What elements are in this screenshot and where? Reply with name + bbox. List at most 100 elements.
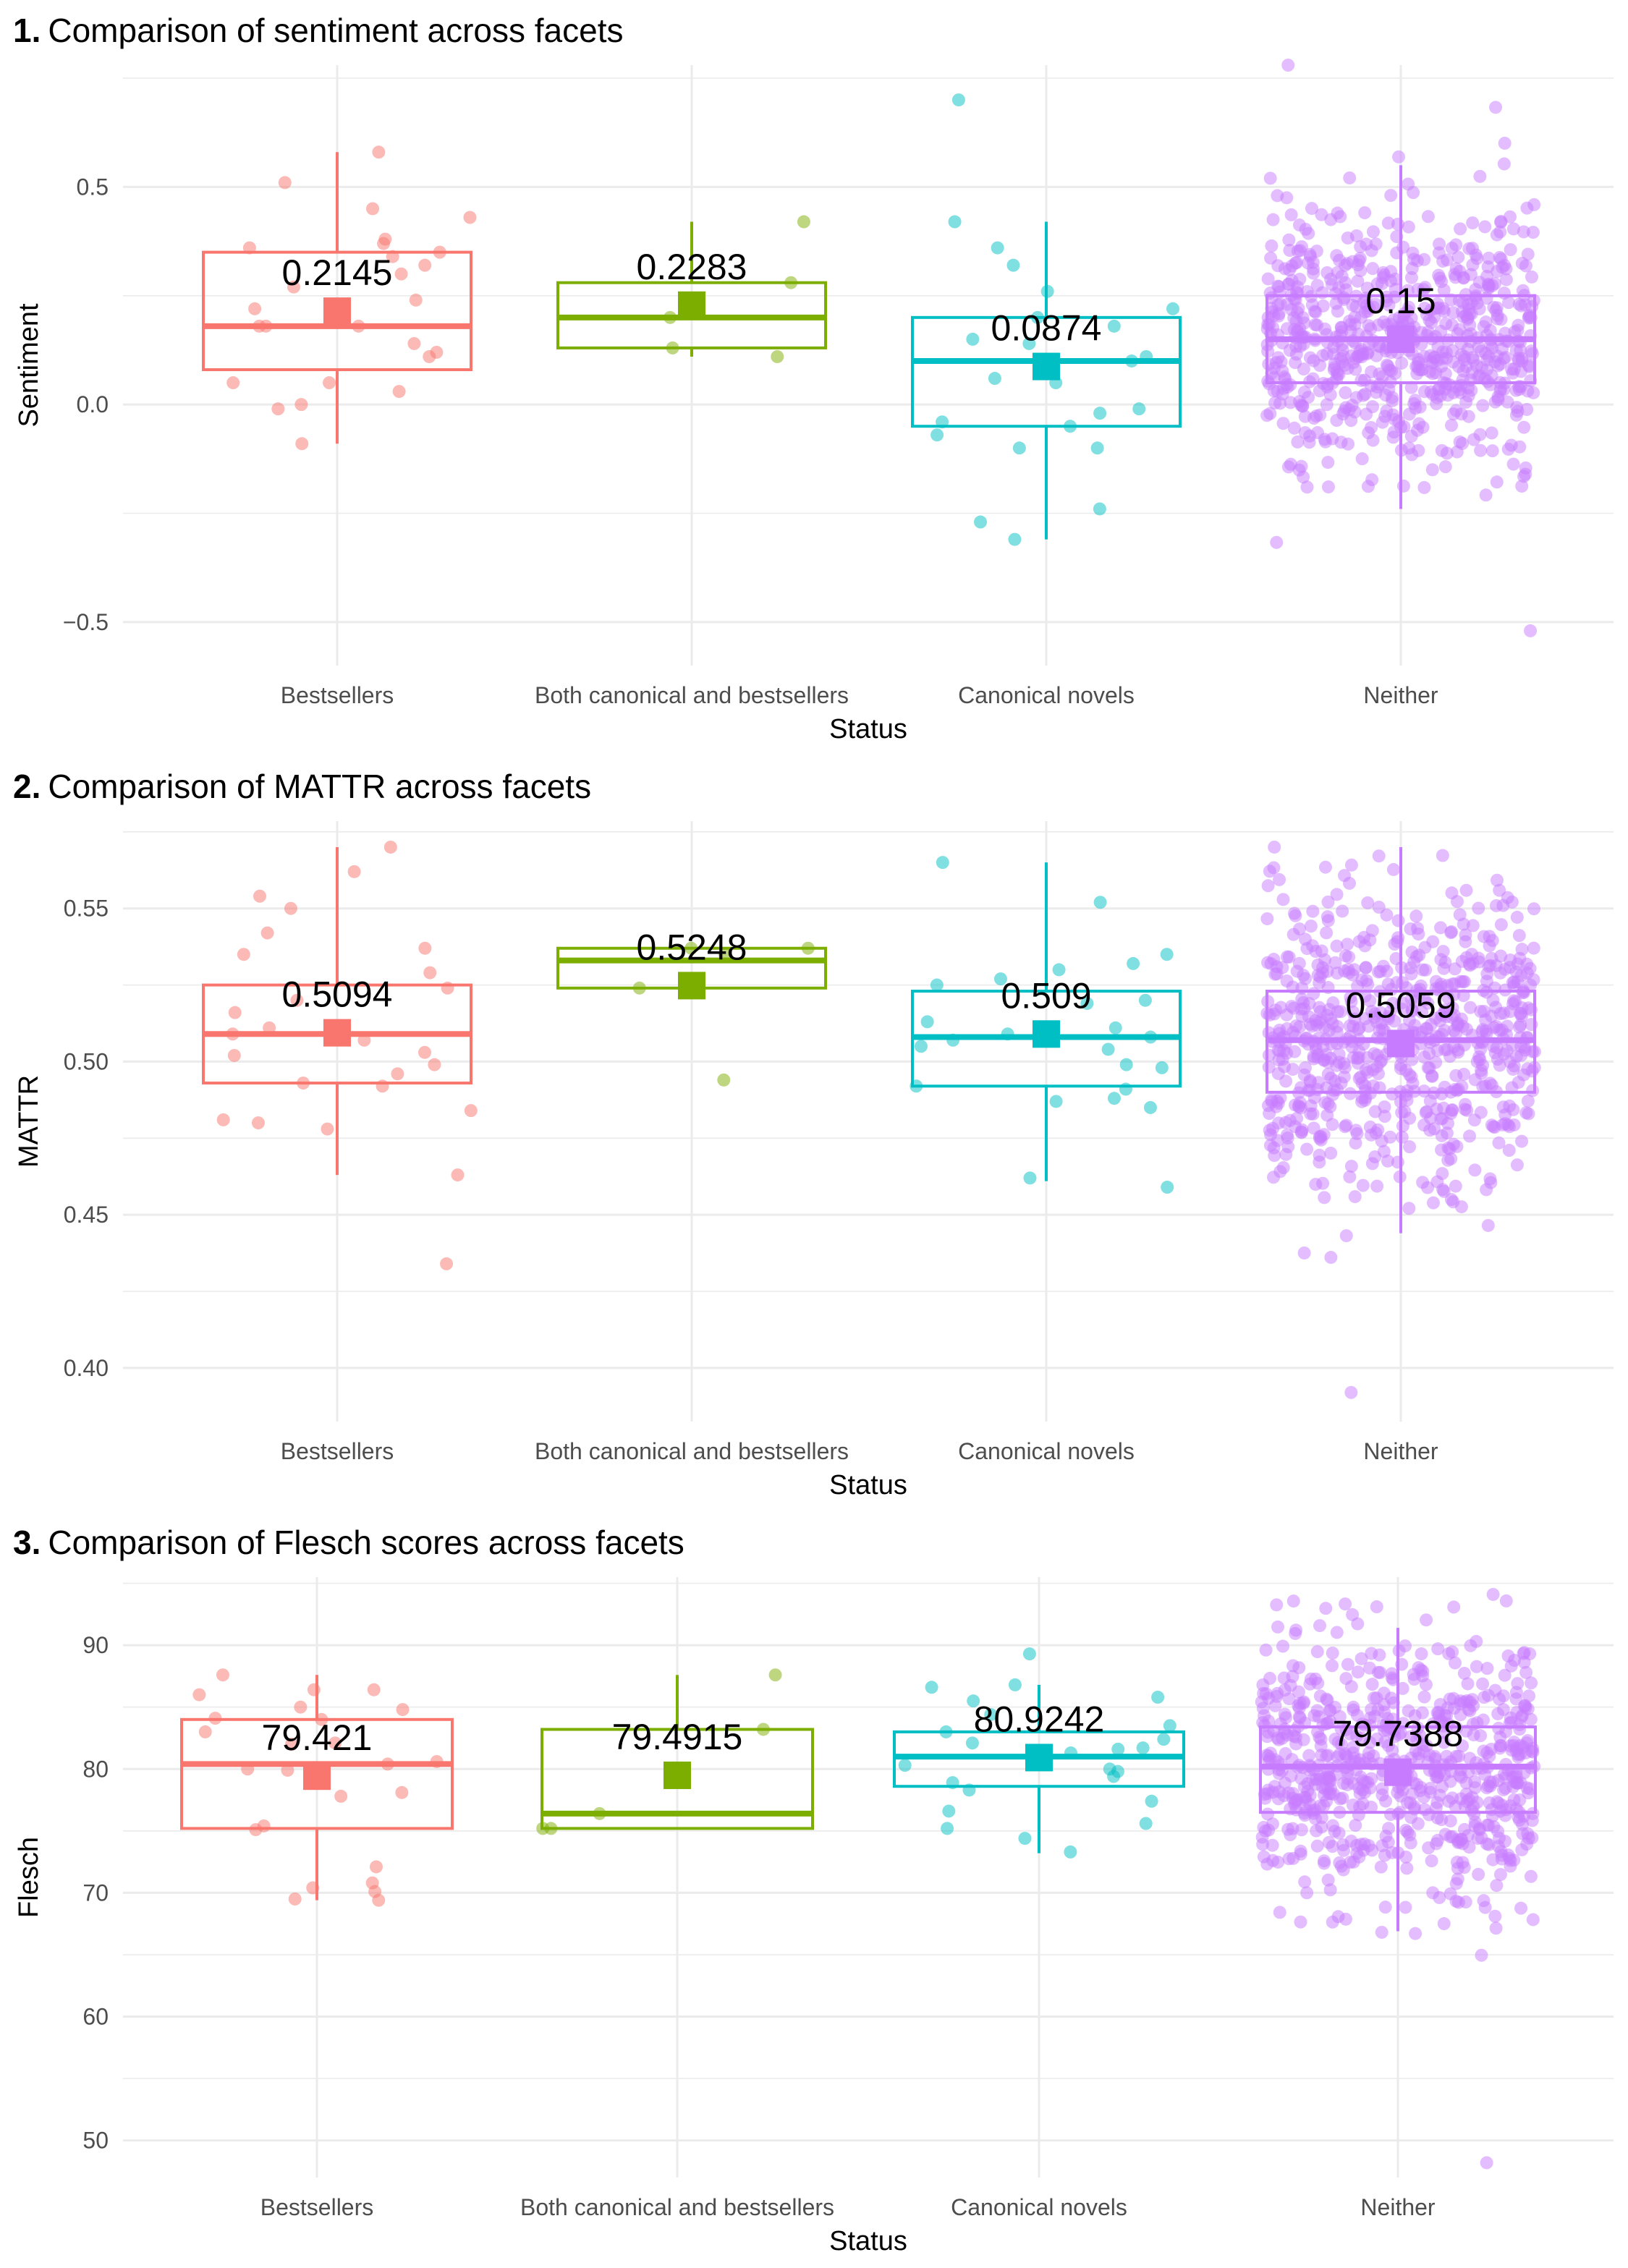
- data-point: [1289, 909, 1302, 922]
- data-point: [1522, 311, 1535, 325]
- mean-marker: [1033, 352, 1060, 381]
- data-point: [1303, 429, 1317, 443]
- data-point: [1256, 1678, 1270, 1692]
- data-point: [1497, 157, 1511, 171]
- data-point: [1107, 1770, 1121, 1783]
- data-point: [1320, 1694, 1334, 1707]
- data-point: [1378, 1705, 1391, 1719]
- data-point: [1318, 433, 1331, 446]
- data-point: [1457, 364, 1470, 378]
- data-point: [1321, 895, 1335, 909]
- data-point: [1313, 1155, 1326, 1169]
- y-tick-label: 0.50: [64, 1048, 109, 1074]
- data-point: [1319, 1602, 1333, 1615]
- data-point: [1433, 1714, 1447, 1728]
- data-point: [1334, 1738, 1348, 1751]
- data-point: [1435, 1813, 1449, 1827]
- data-point: [1348, 1190, 1362, 1204]
- data-point: [1417, 302, 1431, 315]
- data-point: [1449, 1179, 1462, 1193]
- data-point: [1442, 1794, 1456, 1808]
- data-point: [1497, 1689, 1511, 1703]
- data-point: [1521, 247, 1535, 261]
- data-point: [1387, 425, 1401, 439]
- data-point: [1362, 319, 1375, 333]
- data-point: [1412, 362, 1426, 376]
- data-point: [1293, 322, 1307, 336]
- box-group-both-canonical-and-bestsellers: 79.4915: [536, 1668, 814, 1835]
- data-point: [1321, 456, 1335, 470]
- data-point: [288, 1892, 302, 1906]
- data-point: [1418, 940, 1432, 954]
- data-point: [1473, 169, 1487, 183]
- data-point: [1430, 1796, 1444, 1809]
- data-point: [1449, 238, 1463, 252]
- data-point: [294, 398, 308, 412]
- data-point: [1524, 1869, 1538, 1883]
- data-point: [1426, 1196, 1440, 1210]
- data-point: [1310, 279, 1324, 292]
- data-point: [1298, 1875, 1312, 1889]
- data-point: [1383, 1130, 1397, 1144]
- data-point: [1266, 213, 1280, 226]
- data-point: [1261, 879, 1275, 893]
- data-point: [418, 1045, 432, 1059]
- chart-panel-1: 1. Comparison of sentiment across facets −…: [13, 12, 1614, 744]
- data-point: [1372, 318, 1386, 332]
- data-point: [1496, 1100, 1510, 1114]
- data-point: [1265, 1095, 1279, 1108]
- data-point: [1449, 1894, 1463, 1908]
- data-point: [1399, 1900, 1412, 1914]
- data-point: [1514, 365, 1528, 378]
- data-point: [1481, 1218, 1495, 1232]
- jitter-points: [910, 856, 1174, 1194]
- data-point: [1279, 1147, 1293, 1161]
- data-point: [1338, 1120, 1352, 1134]
- data-point: [1524, 624, 1538, 637]
- mean-label: 0.2283: [637, 247, 747, 287]
- data-point: [1375, 1925, 1389, 1939]
- box-group-both-canonical-and-bestsellers: 0.5248: [556, 927, 827, 1087]
- data-point: [1489, 101, 1503, 114]
- data-point: [1449, 1069, 1463, 1082]
- data-point: [294, 1700, 308, 1714]
- data-point: [1401, 284, 1415, 297]
- data-point: [1441, 1153, 1455, 1167]
- data-point: [1306, 904, 1320, 918]
- data-point: [1425, 1854, 1438, 1868]
- jitter-points: [216, 840, 478, 1270]
- data-point: [1366, 262, 1380, 276]
- data-point: [1260, 912, 1274, 925]
- data-point: [1313, 1131, 1326, 1145]
- data-point: [1361, 480, 1375, 493]
- data-point: [1435, 1087, 1449, 1101]
- data-point: [418, 941, 432, 955]
- data-point: [1370, 1732, 1384, 1746]
- data-point: [1107, 1092, 1121, 1105]
- mean-label: 79.7388: [1333, 1714, 1464, 1754]
- y-axis-label: MATTR: [14, 1075, 44, 1168]
- data-point: [1157, 1733, 1171, 1746]
- data-point: [1417, 1050, 1431, 1064]
- data-point: [965, 1736, 979, 1750]
- data-point: [1349, 1838, 1363, 1852]
- data-point: [1358, 206, 1372, 220]
- mean-label: 79.421: [262, 1717, 373, 1758]
- data-point: [1090, 441, 1104, 455]
- data-point: [1143, 1100, 1157, 1114]
- data-point: [1423, 365, 1436, 378]
- data-point: [1049, 1095, 1063, 1108]
- data-point: [1464, 268, 1478, 281]
- data-point: [1515, 479, 1529, 493]
- data-point: [717, 1073, 731, 1087]
- data-point: [1404, 1730, 1417, 1744]
- data-point: [1406, 246, 1420, 260]
- data-point: [1344, 858, 1358, 872]
- mean-marker: [1384, 1758, 1412, 1786]
- data-point: [1428, 350, 1441, 364]
- data-point: [1445, 925, 1459, 938]
- data-point: [1476, 399, 1490, 412]
- data-point: [1402, 1202, 1416, 1215]
- data-point: [1331, 967, 1344, 980]
